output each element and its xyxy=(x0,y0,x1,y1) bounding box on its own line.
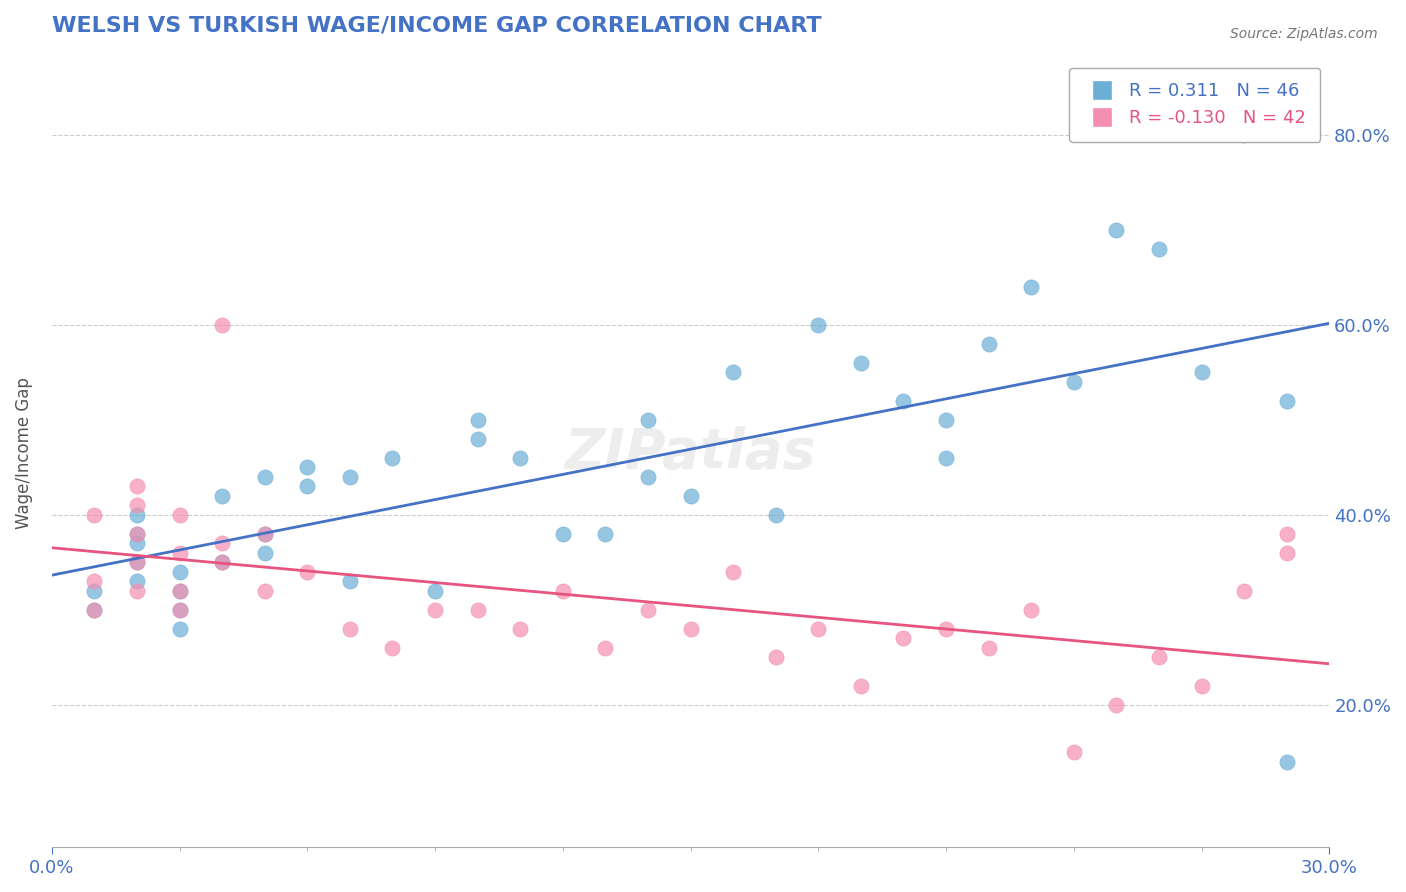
Point xyxy=(679,489,702,503)
Point xyxy=(381,450,404,465)
Point xyxy=(1275,526,1298,541)
Point xyxy=(765,650,787,665)
Point xyxy=(1063,375,1085,389)
Point xyxy=(125,555,148,569)
Point xyxy=(423,603,446,617)
Point xyxy=(509,622,531,636)
Point xyxy=(1105,698,1128,712)
Point xyxy=(297,479,319,493)
Point xyxy=(381,640,404,655)
Point xyxy=(125,555,148,569)
Text: ZIPatlas: ZIPatlas xyxy=(565,426,817,480)
Point xyxy=(169,565,191,579)
Point xyxy=(595,640,617,655)
Point xyxy=(169,508,191,522)
Y-axis label: Wage/Income Gap: Wage/Income Gap xyxy=(15,377,32,529)
Point xyxy=(253,469,276,483)
Point xyxy=(253,526,276,541)
Point xyxy=(1019,279,1042,293)
Point xyxy=(1147,242,1170,256)
Point xyxy=(807,622,830,636)
Point xyxy=(125,479,148,493)
Point xyxy=(721,565,744,579)
Point xyxy=(211,555,233,569)
Point xyxy=(423,583,446,598)
Point xyxy=(1233,583,1256,598)
Point xyxy=(169,603,191,617)
Point xyxy=(125,498,148,512)
Point xyxy=(467,432,489,446)
Point xyxy=(125,574,148,589)
Point xyxy=(637,469,659,483)
Point xyxy=(83,603,105,617)
Point xyxy=(1191,365,1213,379)
Point xyxy=(169,546,191,560)
Point xyxy=(467,413,489,427)
Point xyxy=(595,526,617,541)
Point xyxy=(1275,546,1298,560)
Point xyxy=(211,318,233,332)
Point xyxy=(977,336,1000,351)
Point xyxy=(169,583,191,598)
Text: Source: ZipAtlas.com: Source: ZipAtlas.com xyxy=(1230,27,1378,41)
Point xyxy=(125,526,148,541)
Point xyxy=(935,413,957,427)
Point xyxy=(849,356,872,370)
Point xyxy=(679,622,702,636)
Point xyxy=(551,583,574,598)
Point xyxy=(807,318,830,332)
Point xyxy=(83,574,105,589)
Point xyxy=(211,555,233,569)
Point xyxy=(1233,128,1256,142)
Point xyxy=(509,450,531,465)
Point xyxy=(253,526,276,541)
Point xyxy=(935,622,957,636)
Point xyxy=(169,583,191,598)
Point xyxy=(935,450,957,465)
Point xyxy=(637,413,659,427)
Point xyxy=(1063,745,1085,759)
Point xyxy=(551,526,574,541)
Point xyxy=(169,603,191,617)
Text: WELSH VS TURKISH WAGE/INCOME GAP CORRELATION CHART: WELSH VS TURKISH WAGE/INCOME GAP CORRELA… xyxy=(52,15,821,35)
Point xyxy=(765,508,787,522)
Point xyxy=(893,393,915,408)
Point xyxy=(893,631,915,645)
Point xyxy=(339,469,361,483)
Point xyxy=(721,365,744,379)
Point xyxy=(1105,223,1128,237)
Point xyxy=(1191,679,1213,693)
Point xyxy=(467,603,489,617)
Point xyxy=(125,536,148,550)
Point xyxy=(253,546,276,560)
Point xyxy=(1147,650,1170,665)
Point xyxy=(125,526,148,541)
Point xyxy=(339,622,361,636)
Point xyxy=(83,603,105,617)
Point xyxy=(125,508,148,522)
Point xyxy=(125,583,148,598)
Legend: R = 0.311   N = 46, R = -0.130   N = 42: R = 0.311 N = 46, R = -0.130 N = 42 xyxy=(1070,68,1320,142)
Point xyxy=(849,679,872,693)
Point xyxy=(1275,755,1298,769)
Point xyxy=(253,583,276,598)
Point xyxy=(977,640,1000,655)
Point xyxy=(169,622,191,636)
Point xyxy=(83,583,105,598)
Point xyxy=(297,460,319,475)
Point xyxy=(339,574,361,589)
Point xyxy=(297,565,319,579)
Point xyxy=(1019,603,1042,617)
Point xyxy=(1275,393,1298,408)
Point xyxy=(637,603,659,617)
Point xyxy=(83,508,105,522)
Point xyxy=(211,536,233,550)
Point xyxy=(211,489,233,503)
